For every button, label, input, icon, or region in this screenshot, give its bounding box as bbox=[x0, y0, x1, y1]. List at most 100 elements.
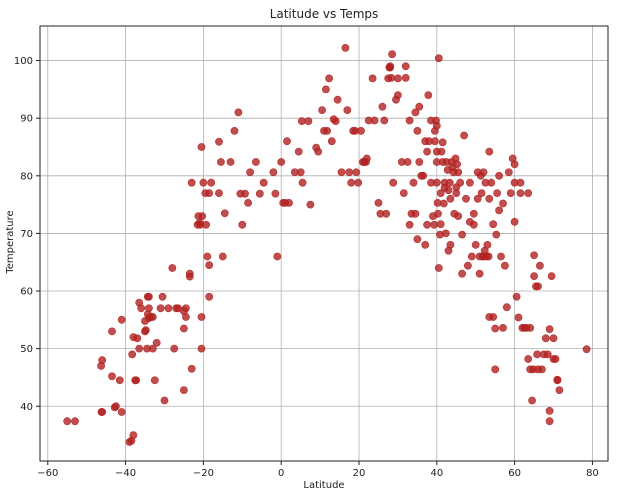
data-point bbox=[368, 74, 377, 83]
data-point bbox=[477, 189, 486, 197]
plot-frame bbox=[39, 25, 609, 462]
data-point bbox=[306, 200, 315, 209]
data-point bbox=[430, 137, 439, 146]
data-point bbox=[499, 199, 507, 208]
data-point bbox=[156, 304, 165, 313]
data-point bbox=[298, 178, 307, 187]
data-point bbox=[277, 158, 286, 166]
data-point bbox=[423, 147, 431, 156]
data-point bbox=[197, 143, 206, 151]
data-point bbox=[241, 189, 249, 198]
x-tick-label: −20 bbox=[193, 468, 214, 479]
data-point bbox=[205, 261, 214, 269]
data-point bbox=[446, 194, 455, 203]
data-point bbox=[582, 345, 591, 354]
data-point bbox=[152, 338, 161, 347]
data-point bbox=[283, 137, 291, 146]
data-point bbox=[419, 171, 428, 180]
x-tick-label: 60 bbox=[508, 468, 521, 479]
data-point bbox=[489, 220, 498, 229]
data-point bbox=[387, 74, 396, 82]
data-point bbox=[510, 217, 519, 226]
data-point bbox=[216, 158, 225, 166]
data-point bbox=[471, 240, 480, 249]
data-point bbox=[399, 189, 408, 197]
data-point bbox=[545, 406, 554, 415]
data-point bbox=[453, 160, 461, 169]
data-point bbox=[347, 178, 356, 187]
y-tick-label: 70 bbox=[20, 229, 33, 240]
data-point bbox=[110, 403, 119, 412]
data-point bbox=[439, 199, 448, 208]
data-point bbox=[179, 324, 188, 333]
data-point bbox=[514, 313, 523, 322]
data-point bbox=[530, 251, 538, 260]
data-point bbox=[491, 365, 500, 374]
data-point bbox=[460, 131, 468, 140]
data-point bbox=[215, 137, 223, 146]
data-point bbox=[197, 344, 206, 353]
data-point bbox=[129, 431, 138, 439]
data-point bbox=[325, 74, 333, 83]
data-point bbox=[543, 350, 552, 359]
data-point bbox=[115, 376, 124, 385]
data-point bbox=[71, 417, 79, 426]
data-point bbox=[401, 74, 410, 82]
data-point bbox=[393, 91, 402, 99]
y-tick-label: 100 bbox=[14, 56, 33, 67]
data-point bbox=[117, 315, 126, 324]
data-point bbox=[473, 194, 482, 203]
data-point bbox=[495, 206, 503, 215]
data-point bbox=[547, 272, 556, 280]
data-point bbox=[230, 126, 239, 135]
data-point bbox=[181, 304, 190, 313]
data-point bbox=[205, 189, 214, 197]
data-point bbox=[485, 194, 494, 203]
data-point bbox=[205, 292, 214, 301]
data-point bbox=[555, 386, 564, 394]
data-point bbox=[269, 168, 278, 177]
data-point bbox=[549, 334, 558, 343]
data-point bbox=[413, 126, 422, 135]
data-point bbox=[297, 117, 306, 125]
data-point bbox=[345, 168, 354, 177]
data-point bbox=[415, 102, 424, 111]
data-point bbox=[185, 272, 194, 281]
y-tick-label: 40 bbox=[20, 402, 33, 413]
data-point bbox=[244, 198, 252, 207]
y-tick-label: 50 bbox=[20, 344, 33, 355]
data-point bbox=[495, 171, 503, 180]
data-point bbox=[296, 168, 305, 177]
data-point bbox=[413, 235, 422, 244]
x-tick-label: −60 bbox=[37, 468, 58, 479]
data-point bbox=[446, 240, 455, 249]
data-point bbox=[203, 252, 212, 261]
data-point bbox=[423, 220, 431, 229]
data-point bbox=[198, 212, 207, 220]
data-point bbox=[255, 189, 264, 198]
data-point bbox=[160, 396, 169, 405]
x-tick-label: 0 bbox=[278, 468, 284, 479]
data-point bbox=[415, 158, 424, 166]
data-point bbox=[467, 252, 476, 261]
data-point bbox=[432, 178, 441, 187]
data-point bbox=[401, 62, 410, 71]
x-axis-label: Latitude bbox=[303, 480, 344, 491]
data-point bbox=[454, 212, 463, 220]
data-point bbox=[108, 327, 116, 336]
data-point bbox=[341, 44, 350, 52]
data-point bbox=[411, 209, 420, 218]
data-point bbox=[108, 372, 116, 381]
data-point bbox=[434, 54, 443, 63]
data-point bbox=[304, 117, 313, 125]
data-point bbox=[187, 178, 196, 187]
data-point bbox=[170, 344, 179, 353]
data-point bbox=[389, 178, 398, 187]
data-point bbox=[386, 62, 394, 71]
data-point bbox=[337, 168, 346, 177]
data-point bbox=[327, 137, 336, 146]
data-point bbox=[132, 376, 140, 385]
data-point bbox=[234, 108, 243, 117]
